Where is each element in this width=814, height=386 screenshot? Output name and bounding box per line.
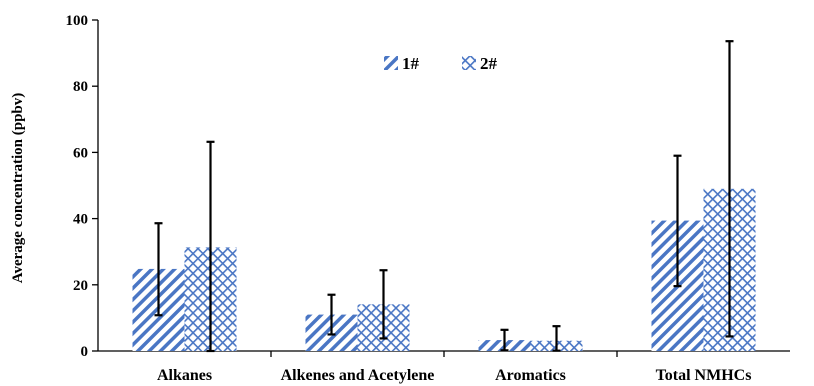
y-tick-label: 100 — [66, 13, 89, 29]
bar-group — [132, 188, 756, 351]
y-tick-label: 20 — [73, 278, 88, 294]
legend-label-series-1: 1# — [402, 54, 420, 73]
x-category-label: Alkanes — [157, 367, 212, 384]
y-axis: 0 20 40 60 80 100 — [66, 13, 99, 360]
legend-swatch-series-1 — [384, 56, 398, 70]
x-category-label: Alkenes and Acetylene — [281, 367, 435, 384]
error-bar-group — [154, 40, 734, 353]
legend-swatch-series-2 — [462, 56, 476, 70]
legend: 1# 2# — [384, 54, 498, 73]
y-tick-label: 80 — [73, 79, 88, 95]
x-category-label: Total NMHCs — [656, 367, 752, 384]
y-axis-title: Average concentration (ppbv) — [10, 93, 26, 284]
y-tick-label: 40 — [73, 212, 88, 228]
legend-label-series-2: 2# — [480, 54, 498, 73]
y-tick-label: 60 — [73, 145, 88, 161]
y-tick-label: 0 — [81, 344, 89, 360]
x-category-label: Aromatics — [495, 367, 566, 384]
x-axis: Alkanes Alkenes and Acetylene Aromatics Tot… — [98, 350, 790, 384]
